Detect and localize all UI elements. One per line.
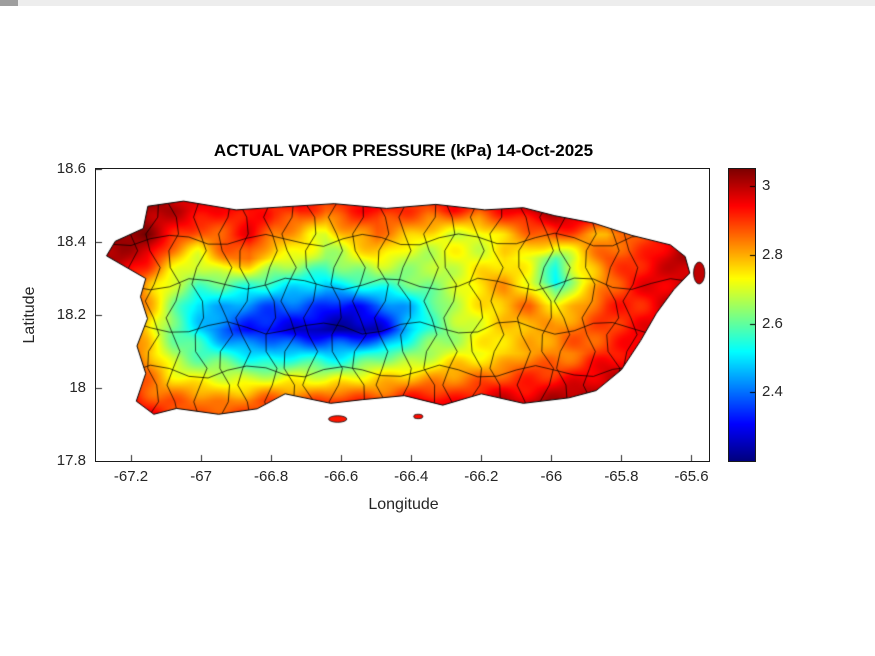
y-tick-label: 17.8	[56, 452, 86, 469]
x-tick-label: -66.6	[324, 468, 359, 485]
y-tick-label: 18.2	[56, 306, 86, 323]
colorbar-tick-label: 3	[762, 177, 771, 195]
x-tick-label: -67.2	[113, 468, 149, 485]
x-tick-label: -65.6	[674, 468, 709, 485]
x-tick-label: -66	[540, 468, 563, 485]
colorbar-tick-label: 2.6	[762, 314, 783, 332]
x-tick-label: -66.2	[464, 468, 499, 485]
colorbar	[728, 168, 756, 462]
window-corner-mark	[0, 0, 18, 6]
plot-title: ACTUAL VAPOR PRESSURE (kPa) 14-Oct-2025	[213, 141, 594, 160]
y-tick-label: 18	[69, 379, 86, 396]
x-tick-label: -65.8	[604, 468, 639, 485]
colorbar-tick-label: 2.4	[762, 383, 783, 401]
y-tick-label: 18.4	[56, 233, 86, 250]
window-top-border	[0, 0, 875, 6]
x-tick-label: -66.4	[394, 468, 429, 485]
colorbar-tick-label: 2.8	[762, 245, 783, 263]
colorbar-gradient	[729, 169, 755, 461]
x-axis-label: Longitude	[368, 496, 439, 513]
x-tick-label: -66.8	[254, 468, 289, 485]
heatmap-canvas	[96, 169, 709, 461]
plot-area	[95, 168, 710, 462]
y-tick-label: 18.6	[56, 160, 86, 177]
x-tick-label: -67	[190, 468, 212, 485]
